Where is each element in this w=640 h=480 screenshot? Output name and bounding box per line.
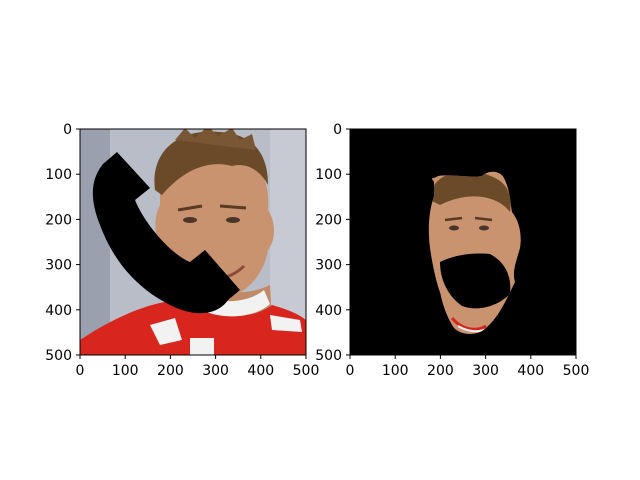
right-xtick-label: 100 bbox=[382, 363, 409, 379]
right-axes-frame bbox=[349, 128, 577, 356]
left-xtick-label: 400 bbox=[247, 363, 274, 379]
left-xtick-label: 300 bbox=[202, 363, 229, 379]
right-xtick-label: 400 bbox=[517, 363, 544, 379]
right-ytick-label: 300 bbox=[315, 258, 342, 274]
left-xtick-label: 500 bbox=[293, 363, 320, 379]
left-ytick-label: 400 bbox=[45, 303, 72, 319]
left-axes-frame bbox=[79, 128, 307, 356]
right-ytick-label: 200 bbox=[315, 212, 342, 228]
left-xtick-label: 100 bbox=[112, 363, 139, 379]
right-xtick-label: 200 bbox=[427, 363, 454, 379]
left-ytick-label: 200 bbox=[45, 212, 72, 228]
right-ytick-label: 400 bbox=[315, 303, 342, 319]
right-xtick-label: 500 bbox=[563, 363, 590, 379]
right-image bbox=[350, 129, 576, 355]
right-ytick-label: 100 bbox=[315, 167, 342, 183]
left-ytick-label: 0 bbox=[63, 122, 72, 138]
left-image bbox=[80, 129, 306, 355]
left-ytick-label: 300 bbox=[45, 258, 72, 274]
left-xtick-label: 0 bbox=[76, 363, 85, 379]
right-ytick-label: 500 bbox=[315, 348, 342, 364]
left-xtick-label: 200 bbox=[157, 363, 184, 379]
right-ytick-label: 0 bbox=[333, 122, 342, 138]
phone-handset-occlusion bbox=[92, 152, 240, 314]
right-xtick-label: 0 bbox=[346, 363, 355, 379]
left-ytick-label: 100 bbox=[45, 167, 72, 183]
right-xtick-label: 300 bbox=[472, 363, 499, 379]
left-ytick-label: 500 bbox=[45, 348, 72, 364]
